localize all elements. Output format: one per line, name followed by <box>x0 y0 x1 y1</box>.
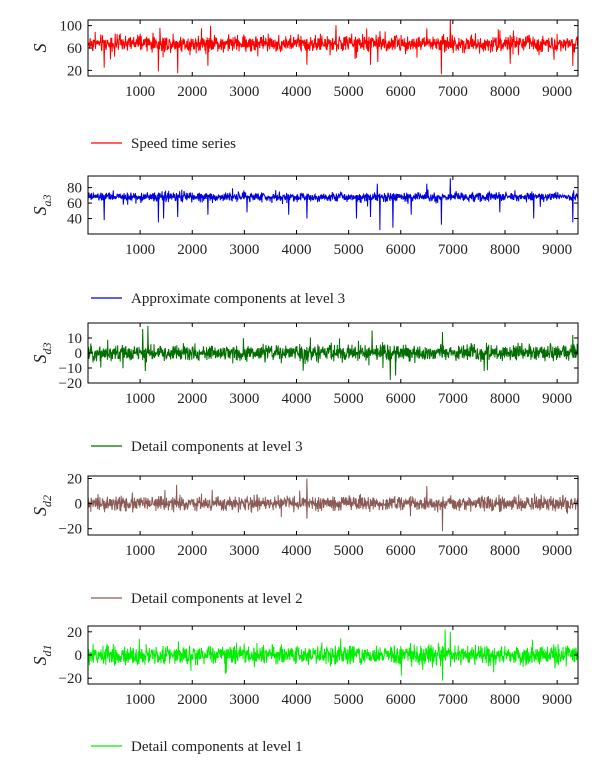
x-tick-label: 4000 <box>282 242 312 258</box>
x-tick-label: 6000 <box>386 391 416 407</box>
x-tick-label: 9000 <box>542 692 572 708</box>
series-line-4 <box>88 478 578 532</box>
x-tick-label: 2000 <box>177 543 207 559</box>
chart-panels: 1000 2000 3000 4000 5000 6000 7000 8000 90002060… <box>30 19 579 755</box>
y-tick-label: −10 <box>59 361 82 377</box>
y-tick-label: 60 <box>67 41 82 57</box>
x-tick-label: 8000 <box>490 543 520 559</box>
y-axis-label: Sd3 <box>30 343 54 364</box>
legend-label: Speed time series <box>131 136 236 152</box>
chart-panel-1: 1000 2000 3000 4000 5000 6000 7000 8000 9000 20 60… <box>30 19 579 152</box>
x-tick-label: 8000 <box>490 84 520 100</box>
y-tick-label: 20 <box>67 472 82 488</box>
x-tick-label: 6000 <box>386 692 416 708</box>
x-tick-label: 1000 <box>125 242 155 258</box>
plot-frame <box>87 175 579 235</box>
x-tick-label: 7000 <box>438 543 468 559</box>
x-tick-label: 4000 <box>282 391 312 407</box>
y-tick-label: −20 <box>59 522 82 538</box>
x-tick-label: 9000 <box>542 242 572 258</box>
y-tick-label: −20 <box>59 376 82 392</box>
y-axis-label: S <box>30 44 50 53</box>
series-line-5 <box>88 629 578 681</box>
legend-label: Detail components at level 3 <box>131 439 303 455</box>
x-tick-label: 7000 <box>438 692 468 708</box>
x-tick-label: 5000 <box>334 391 364 407</box>
x-tick-label: 3000 <box>229 692 259 708</box>
x-tick-label: 5000 <box>334 242 364 258</box>
x-tick-label: 2000 <box>177 391 207 407</box>
x-tick-label: 1000 <box>125 692 155 708</box>
y-tick-label: 80 <box>67 181 82 197</box>
x-tick-label: 7000 <box>438 242 468 258</box>
y-tick-label: 20 <box>67 625 82 641</box>
x-tick-label: 6000 <box>386 242 416 258</box>
x-tick-label: 9000 <box>542 84 572 100</box>
legend-label: Detail components at level 1 <box>131 739 303 755</box>
series-line-2 <box>88 178 578 231</box>
x-tick-label: 1000 <box>125 543 155 559</box>
x-tick-label: 3000 <box>229 391 259 407</box>
x-tick-label: 2000 <box>177 84 207 100</box>
y-tick-label: 100 <box>60 19 83 35</box>
y-tick-label: 0 <box>75 346 83 362</box>
y-tick-label: 40 <box>67 212 82 228</box>
x-tick-label: 3000 <box>229 242 259 258</box>
chart-panel-2: 1000 2000 3000 4000 5000 6000 7000 8000 9000 4060… <box>30 175 579 307</box>
x-tick-label: 4000 <box>282 692 312 708</box>
x-tick-label: 5000 <box>334 692 364 708</box>
series-line-1 <box>88 20 578 75</box>
y-tick-label: −20 <box>59 671 82 687</box>
legend-label: Detail components at level 2 <box>131 591 303 607</box>
x-tick-label: 4000 <box>282 543 312 559</box>
x-tick-label: 7000 <box>438 391 468 407</box>
x-tick-label: 3000 <box>229 84 259 100</box>
x-tick-label: 8000 <box>490 242 520 258</box>
x-tick-label: 7000 <box>438 84 468 100</box>
y-axis-label: Sd2 <box>30 495 54 516</box>
x-tick-label: 9000 <box>542 543 572 559</box>
plot-frame <box>87 475 579 536</box>
x-tick-label: 8000 <box>490 391 520 407</box>
chart-panel-4: 1000 2000 3000 4000 5000 6000 7000 8000 9000 −20 0… <box>30 472 579 607</box>
y-tick-label: 0 <box>75 648 83 664</box>
y-tick-label: 20 <box>67 63 82 79</box>
x-tick-label: 1000 <box>125 84 155 100</box>
y-tick-label: 0 <box>75 497 83 513</box>
x-tick-label: 2000 <box>177 692 207 708</box>
chart-panel-5: 1000 2000 3000 4000 5000 6000 7000 8000 9000 −20 0… <box>30 625 579 755</box>
x-tick-label: 3000 <box>229 543 259 559</box>
series-line-3 <box>88 325 578 381</box>
x-tick-label: 5000 <box>334 84 364 100</box>
y-tick-label: 60 <box>67 196 82 212</box>
x-tick-label: 5000 <box>334 543 364 559</box>
x-tick-label: 6000 <box>386 84 416 100</box>
y-axis-label: Sa3 <box>30 195 54 216</box>
chart-panel-3: 1000 2000 3000 4000 5000 6000 7000 8000 9000 −20−… <box>30 322 579 455</box>
y-tick-label: 10 <box>67 331 82 347</box>
x-tick-label: 2000 <box>177 242 207 258</box>
x-tick-label: 9000 <box>542 391 572 407</box>
y-axis-label: Sd1 <box>30 645 54 666</box>
x-tick-label: 4000 <box>282 84 312 100</box>
legend-label: Approximate components at level 3 <box>131 291 345 307</box>
x-tick-label: 6000 <box>386 543 416 559</box>
x-tick-label: 1000 <box>125 391 155 407</box>
x-tick-label: 8000 <box>490 692 520 708</box>
